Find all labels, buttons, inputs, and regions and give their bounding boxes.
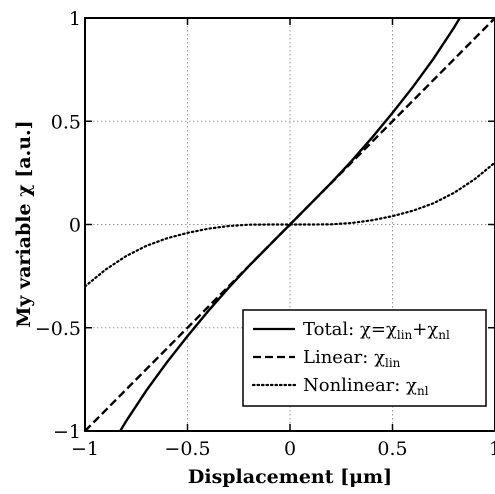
series-layer [85,18,495,431]
x-tick-label: 1 [489,438,495,460]
legend-label: Total: χ=χlin+χnl [303,319,450,342]
y-tick-label: 0.5 [51,111,81,133]
tick-marks [84,17,495,432]
x-tick-label: 0 [284,438,296,460]
y-tick-label: 1 [69,8,81,30]
x-tick-label: −1 [71,438,99,460]
legend-label: Linear: χlin [303,347,401,370]
x-axis-title: Displacement [μm] [188,466,392,488]
legend: Total: χ=χlin+χnl Linear: χlin Nonlinear: … [242,309,487,407]
y-tick-label: −1 [53,421,81,443]
series-line-dotted [85,161,495,288]
y-tick-label: −0.5 [35,318,81,340]
y-axis-title: My variable χ [a.u.] [13,120,35,327]
plot-area [85,18,495,431]
legend-label: Nonlinear: χnl [303,375,429,398]
x-tick-label: 0.5 [377,438,407,460]
y-tick-label: 0 [69,215,81,237]
x-tick-label: −0.5 [164,438,210,460]
tick-labels: −1 −0.5 0 0.5 1 −1 −0.5 0 0.5 1 [35,8,495,460]
